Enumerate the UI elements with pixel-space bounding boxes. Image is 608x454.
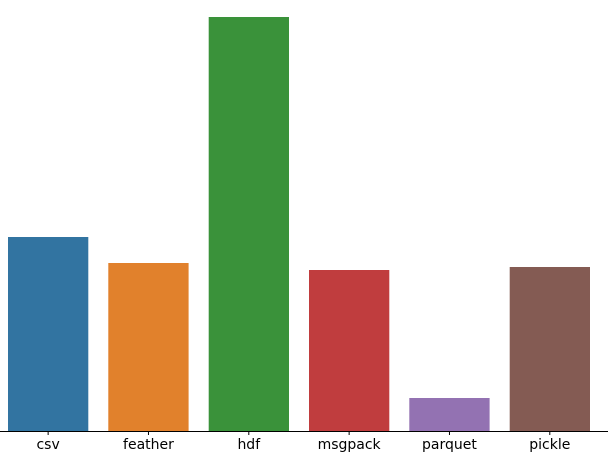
x-tick-label-pickle: pickle [529, 437, 570, 453]
x-ticks-group [47, 431, 551, 435]
x-tick-label-msgpack: msgpack [318, 437, 382, 453]
x-tick-label-feather: feather [123, 437, 174, 453]
bar-parquet [409, 398, 490, 431]
bar-pickle [509, 267, 590, 431]
bar-csv [8, 237, 89, 431]
x-tick-labels-group: csv feather hdf msgpack parquet pickle [36, 437, 570, 453]
x-tick-label-hdf: hdf [237, 437, 261, 453]
bars-group [8, 17, 590, 431]
bar-feather [108, 263, 189, 431]
x-tick-label-csv: csv [36, 437, 59, 453]
bar-hdf [208, 17, 289, 431]
x-tick-label-parquet: parquet [422, 437, 477, 453]
bar-msgpack [309, 270, 390, 431]
